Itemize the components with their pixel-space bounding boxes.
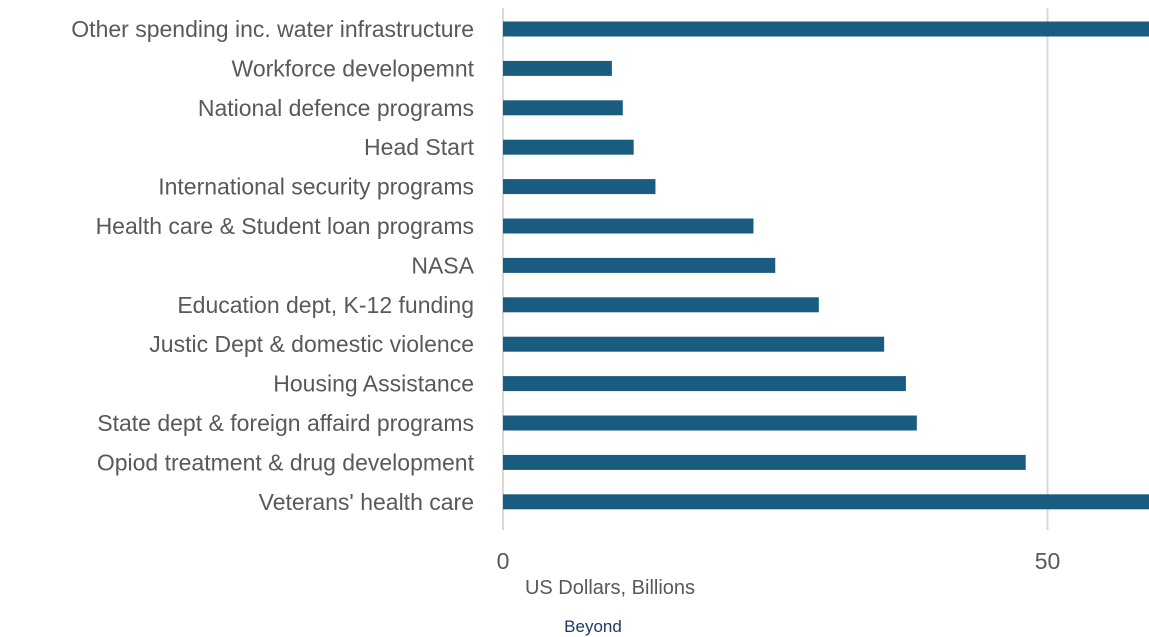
category-label: Housing Assistance: [273, 371, 474, 397]
bar: [503, 179, 656, 195]
bar: [503, 297, 819, 313]
category-label: State dept & foreign affaird programs: [97, 410, 474, 436]
bar: [503, 257, 776, 273]
x-tick-label: 50: [1035, 548, 1061, 574]
x-tick-label: 0: [497, 548, 510, 574]
bar: [503, 100, 623, 116]
bar: [503, 336, 885, 352]
category-label: Health care & Student loan programs: [96, 213, 474, 239]
source-note: Beyond: [564, 617, 622, 636]
bar: [503, 376, 906, 392]
bar: [503, 218, 754, 234]
category-label: International security programs: [158, 174, 474, 200]
category-label: Opiod treatment & drug development: [97, 449, 475, 475]
bar: [503, 494, 1149, 510]
category-label: Workforce developemnt: [232, 55, 475, 81]
bar: [503, 454, 1026, 470]
category-label: Justic Dept & domestic violence: [149, 331, 474, 357]
bars: [503, 21, 1149, 510]
category-labels: Other spending inc. water infrastructure…: [71, 16, 474, 515]
category-label: Other spending inc. water infrastructure: [71, 16, 474, 42]
category-label: Education dept, K-12 funding: [177, 292, 474, 318]
bar: [503, 60, 612, 76]
category-label: NASA: [411, 252, 474, 278]
category-label: Head Start: [364, 134, 475, 160]
x-axis-title: US Dollars, Billions: [525, 577, 695, 599]
x-tick-labels: 050100: [497, 548, 1061, 574]
bar: [503, 21, 1149, 37]
category-label: Veterans' health care: [259, 489, 474, 515]
category-label: National defence programs: [198, 95, 474, 121]
bar: [503, 139, 634, 155]
bar: [503, 415, 917, 431]
